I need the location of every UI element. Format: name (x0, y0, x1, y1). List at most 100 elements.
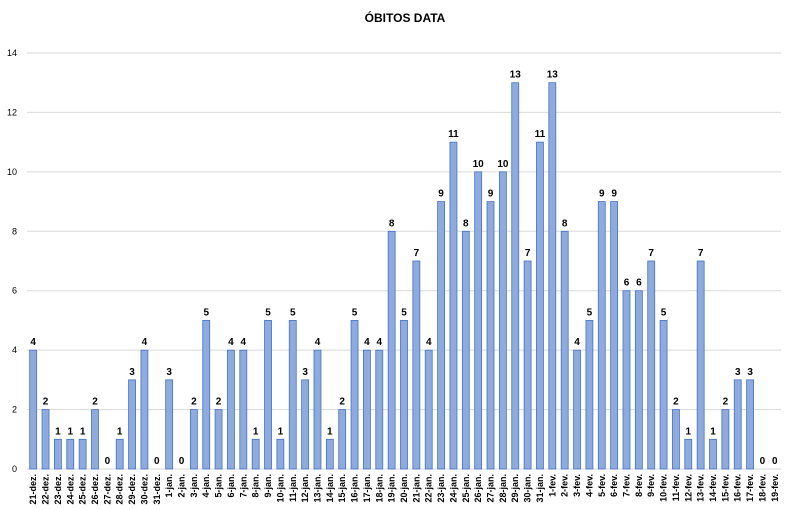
bar (437, 201, 445, 470)
x-tick-label: 1-fev. (547, 474, 557, 497)
x-tick-label: 21-dez. (28, 474, 38, 505)
bar (412, 260, 421, 470)
x-tick-label: 15-fev. (720, 474, 730, 502)
x-tick-label: 27-jan. (486, 474, 496, 503)
x-tick-label: 24-dez. (65, 474, 75, 505)
bar (189, 409, 198, 470)
bar (227, 349, 235, 470)
bar (696, 260, 705, 470)
x-tick-label: 25-dez. (78, 474, 88, 505)
bar (597, 201, 606, 470)
y-tick-label: 4 (12, 345, 17, 355)
y-tick-label: 12 (7, 107, 17, 117)
data-label: 3 (302, 367, 308, 378)
data-label: 0 (154, 456, 160, 467)
bar (214, 409, 223, 470)
x-tick-label: 2-jan. (177, 474, 187, 498)
x-tick-label: 5-jan. (214, 474, 224, 498)
bar (746, 379, 754, 470)
bar (548, 82, 557, 470)
x-tick-label: 23-jan. (436, 474, 446, 503)
bar (350, 320, 359, 470)
x-tick-label: 4-fev. (584, 474, 594, 497)
bar (511, 82, 520, 470)
bar (363, 349, 371, 470)
data-label: 7 (414, 248, 420, 259)
x-tick-label: 17-jan. (362, 474, 372, 503)
data-label: 4 (30, 337, 36, 348)
data-label: 9 (611, 189, 617, 200)
x-tick-label: 7-jan. (238, 474, 248, 498)
x-tick-label: 19-fev. (770, 474, 780, 502)
data-label: 10 (473, 159, 485, 170)
bar (251, 438, 260, 470)
x-tick-label: 22-dez. (41, 474, 51, 505)
data-label: 3 (747, 367, 753, 378)
x-tick-label: 12-fev. (683, 474, 693, 502)
x-tick-label: 8-fev. (634, 474, 644, 497)
data-label: 4 (315, 337, 321, 348)
bar (66, 438, 75, 470)
x-tick-label: 4-jan. (201, 474, 211, 498)
data-label: 0 (772, 456, 778, 467)
x-tick-label: 25-jan. (461, 474, 471, 503)
bar (400, 320, 408, 470)
y-tick-label: 6 (12, 286, 17, 296)
x-tick-label: 3-fev. (572, 474, 582, 497)
x-tick-label: 18-jan. (374, 474, 384, 503)
x-tick-label: 22-jan. (424, 474, 434, 503)
data-label: 3 (129, 367, 135, 378)
data-label: 8 (463, 218, 469, 229)
data-label: 5 (661, 307, 667, 318)
x-tick-label: 10-fev. (659, 474, 669, 502)
data-label: 1 (117, 426, 123, 437)
bar (29, 349, 38, 470)
bar (721, 409, 730, 470)
y-tick-label: 8 (12, 226, 17, 236)
data-label: 7 (698, 248, 704, 259)
bar (128, 379, 136, 470)
x-tick-label: 28-jan. (498, 474, 508, 503)
data-label: 8 (562, 218, 568, 229)
x-tick-label: 7-fev. (621, 474, 631, 497)
x-tick-label: 9-fev. (646, 474, 656, 497)
x-tick-label: 24-jan. (448, 474, 458, 503)
x-tick-label: 28-dez. (115, 474, 125, 505)
bar (202, 320, 211, 470)
x-tick-label: 2-fev. (560, 474, 570, 497)
bar (264, 320, 272, 470)
bar (288, 320, 297, 470)
data-label: 7 (525, 248, 531, 259)
data-label: 13 (547, 70, 559, 81)
bar (659, 320, 668, 470)
chart-title: ÓBITOS DATA (365, 10, 446, 25)
x-tick-label: 30-jan. (523, 474, 533, 503)
data-label: 4 (142, 337, 148, 348)
x-tick-label: 26-jan. (473, 474, 483, 503)
x-tick-label: 11-jan. (288, 474, 298, 502)
data-label: 2 (723, 397, 729, 408)
bar (498, 171, 507, 470)
bar (560, 230, 569, 470)
x-tick-label: 14-jan. (325, 474, 335, 503)
x-tick-label: 14-fev. (708, 474, 718, 502)
x-tick-label: 21-jan. (411, 474, 421, 503)
data-label: 1 (55, 426, 61, 437)
x-tick-label: 31-jan. (535, 474, 545, 503)
bar (449, 141, 458, 470)
data-label: 1 (67, 426, 73, 437)
data-label: 11 (535, 129, 546, 140)
x-tick-label: 23-dez. (53, 474, 63, 505)
bar (622, 290, 631, 470)
bar (140, 349, 149, 470)
data-label: 2 (673, 397, 679, 408)
data-label: 5 (401, 307, 407, 318)
x-tick-label: 12-jan. (300, 474, 310, 503)
bar (709, 438, 717, 470)
x-tick-label: 6-fev. (609, 474, 619, 497)
x-tick-label: 16-fev. (733, 474, 743, 502)
x-tick-label: 13-fev. (696, 474, 706, 502)
data-label: 2 (43, 397, 49, 408)
bar (486, 201, 495, 470)
data-label: 5 (290, 307, 296, 318)
